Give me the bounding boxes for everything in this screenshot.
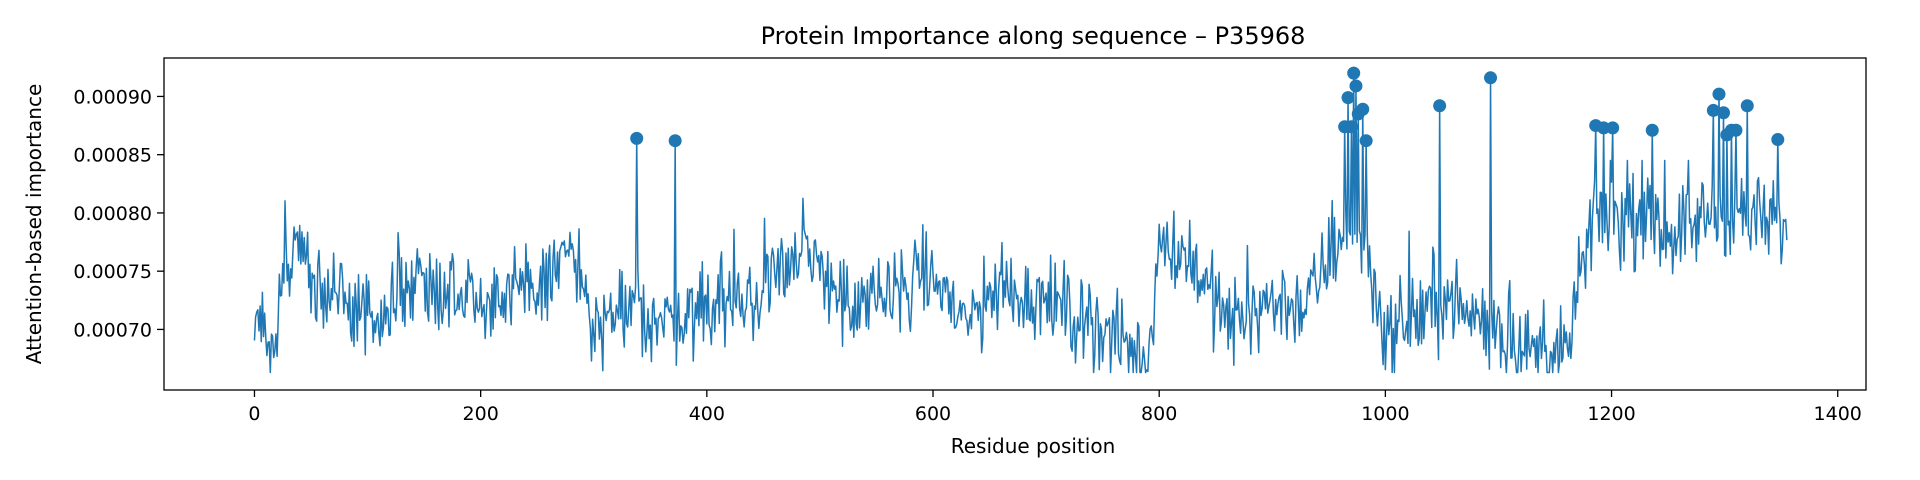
highlighted-point xyxy=(668,134,682,148)
x-axis-label: Residue position xyxy=(951,434,1116,458)
y-axis-label: Attention-based importance xyxy=(22,84,46,365)
highlighted-point xyxy=(1645,123,1659,137)
highlighted-point xyxy=(1344,120,1358,134)
highlighted-points-series xyxy=(630,66,1785,148)
plot-frame xyxy=(163,57,1867,391)
plot-area xyxy=(163,57,1867,391)
x-tick-label: 1000 xyxy=(1361,403,1409,425)
highlighted-point xyxy=(1712,87,1726,101)
highlighted-point xyxy=(1433,99,1447,113)
highlighted-point xyxy=(1349,79,1363,93)
highlighted-point xyxy=(1484,71,1498,85)
highlighted-point xyxy=(1597,121,1611,135)
x-tick-label: 400 xyxy=(689,403,725,425)
y-tick-label: 0.00085 xyxy=(73,145,152,167)
importance-line-series xyxy=(253,72,1788,374)
highlighted-point xyxy=(1706,103,1720,117)
chart-title: Protein Importance along sequence – P359… xyxy=(761,22,1306,50)
x-tick-label: 600 xyxy=(915,403,951,425)
highlighted-point xyxy=(1771,133,1785,147)
y-axis: 0.00070 0.00075 0.00080 0.00085 0.00090 xyxy=(73,86,164,341)
x-tick-label: 0 xyxy=(248,403,260,425)
x-tick-label: 200 xyxy=(463,403,499,425)
highlighted-point xyxy=(1356,102,1370,116)
highlighted-point xyxy=(1347,66,1361,80)
importance-line xyxy=(253,72,1788,374)
highlighted-point xyxy=(1359,134,1373,148)
highlighted-point xyxy=(1740,99,1754,113)
x-tick-label: 1400 xyxy=(1814,403,1862,425)
x-tick-label: 800 xyxy=(1141,403,1177,425)
highlighted-point xyxy=(1717,106,1731,120)
highlighted-point xyxy=(1341,91,1355,105)
y-tick-label: 0.00075 xyxy=(73,261,152,283)
y-tick-label: 0.00080 xyxy=(73,203,152,225)
highlighted-point xyxy=(1729,123,1743,137)
y-tick-label: 0.00090 xyxy=(73,86,152,108)
highlighted-point xyxy=(1606,121,1620,135)
x-tick-label: 1200 xyxy=(1587,403,1635,425)
highlighted-point xyxy=(630,131,644,145)
x-axis: 0 200 400 600 800 1000 1200 1400 xyxy=(248,390,1862,425)
y-tick-label: 0.00070 xyxy=(73,319,152,341)
